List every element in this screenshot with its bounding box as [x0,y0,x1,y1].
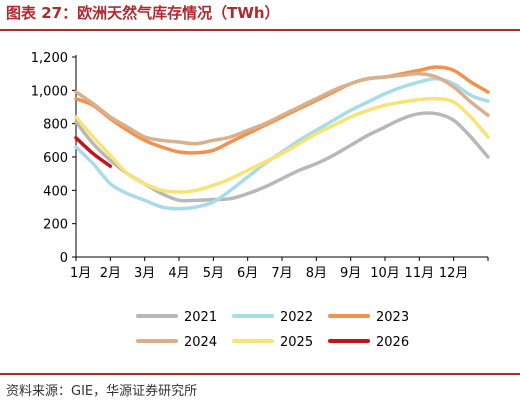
chart-title: 图表 27：欧洲天然气库存情况（TWh） [6,4,280,22]
source-rule [0,373,520,375]
legend-label-2023: 2023 [376,310,409,325]
x-tick-label: 12月 [439,266,469,281]
y-tick-label: 200 [43,218,68,233]
y-tick-label: 400 [43,184,68,199]
x-tick-label: 7月 [271,266,292,281]
x-tick-label: 8月 [306,266,327,281]
x-tick-label: 2月 [100,266,121,281]
legend-label-2026: 2026 [376,335,409,350]
series-line-2025 [74,96,490,194]
x-tick-label: 4月 [168,266,189,281]
y-tick-label: 800 [43,118,68,133]
x-tick-label: 9月 [340,266,361,281]
legend-label-2022: 2022 [280,310,313,325]
x-tick-label: 5月 [203,266,224,281]
source-note: 资料来源：GIE，华源证券研究所 [6,384,198,399]
series-line-2021 [74,111,490,203]
series-line-2024 [74,71,490,146]
y-tick-label: 600 [43,151,68,166]
x-tick-label: 11月 [405,266,435,281]
x-tick-label: 6月 [237,266,258,281]
series-line-2026 [74,136,113,168]
x-tick-label: 1月 [70,266,91,281]
y-tick-label: 1,000 [31,84,68,99]
legend-label-2021: 2021 [184,310,217,325]
title-rule [0,29,520,31]
y-tick-label: 1,200 [31,51,68,66]
y-tick-label: 0 [60,251,68,266]
x-tick-label: 10月 [370,266,400,281]
legend-label-2025: 2025 [280,335,313,350]
x-tick-label: 3月 [134,266,155,281]
legend-label-2024: 2024 [184,335,217,350]
